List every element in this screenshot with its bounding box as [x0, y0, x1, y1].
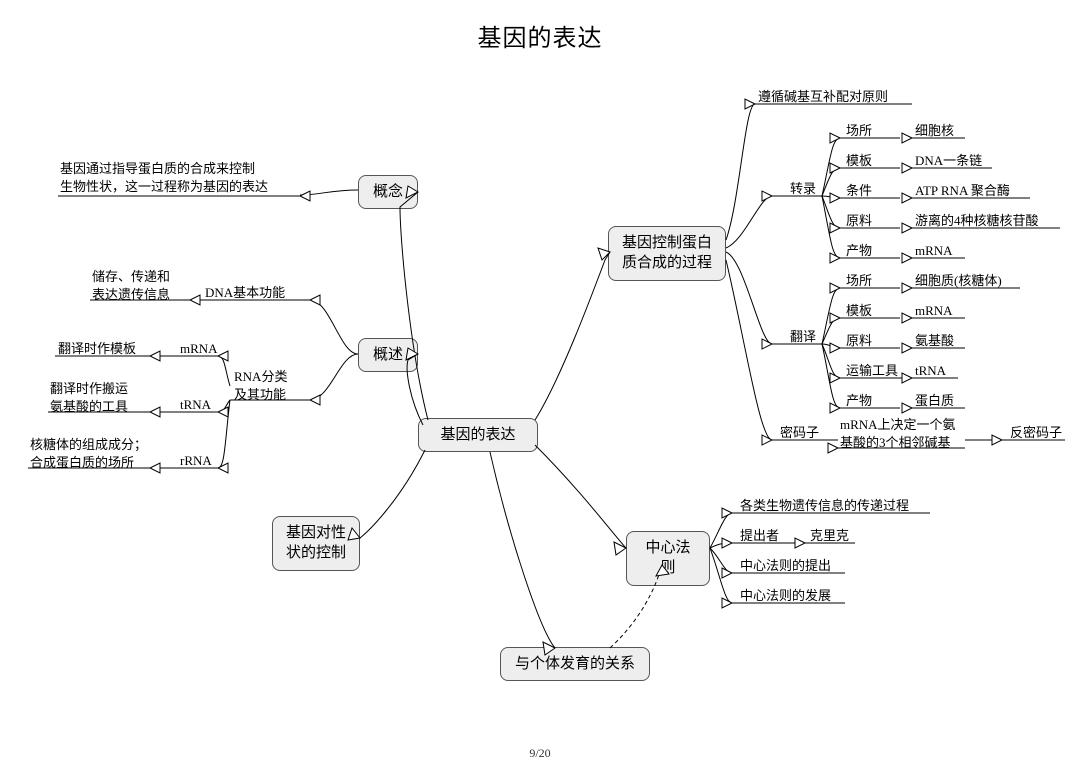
leaf-trans-label: 转录	[790, 180, 816, 198]
leaf-dogma-b-v: 克里克	[810, 527, 849, 545]
node-concept: 概念	[358, 175, 418, 209]
leaf-r-tool-v: tRNA	[915, 362, 946, 380]
leaf-t-site-l: 场所	[846, 122, 872, 140]
leaf-anticodon: 反密码子	[1010, 424, 1062, 442]
leaf-t-mat-l: 原料	[846, 212, 872, 230]
leaf-r-site-l: 场所	[846, 272, 872, 290]
leaf-trl-label: 翻译	[790, 328, 816, 346]
leaf-r-mat-v: 氨基酸	[915, 332, 954, 350]
leaf-r-mat-l: 原料	[846, 332, 872, 350]
leaf-r-prod-l: 产物	[846, 392, 872, 410]
leaf-t-mat-v: 游离的4种核糖核苷酸	[915, 212, 1039, 230]
leaf-dogma-a: 各类生物遗传信息的传递过程	[740, 497, 909, 515]
node-control: 基因对性 状的控制	[272, 516, 360, 571]
page-number: 9/20	[0, 746, 1080, 761]
leaf-t-tmpl-l: 模板	[846, 152, 872, 170]
leaf-rrna-label: rRNA	[180, 452, 212, 470]
node-process: 基因控制蛋白 质合成的过程	[608, 226, 726, 281]
leaf-codon-l: 密码子	[780, 424, 819, 442]
leaf-r-tmpl-l: 模板	[846, 302, 872, 320]
leaf-codon-v: mRNA上决定一个氨 基酸的3个相邻碱基	[840, 416, 956, 451]
leaf-t-tmpl-v: DNA一条链	[915, 152, 982, 170]
leaf-r-tmpl-v: mRNA	[915, 302, 953, 320]
leaf-dogma-d: 中心法则的发展	[740, 587, 831, 605]
leaf-t-cond-l: 条件	[846, 182, 872, 200]
node-develop: 与个体发育的关系	[500, 647, 650, 681]
leaf-mrna-label: mRNA	[180, 340, 218, 358]
leaf-t-site-v: 细胞核	[915, 122, 954, 140]
leaf-dna-func-val: 储存、传递和 表达遗传信息	[92, 268, 170, 303]
leaf-t-prod-v: mRNA	[915, 242, 953, 260]
node-overview: 概述	[358, 338, 418, 372]
leaf-dna-func-label: DNA基本功能	[205, 284, 285, 302]
leaf-concept-def: 基因通过指导蛋白质的合成来控制 生物性状，这一过程称为基因的表达	[60, 160, 268, 195]
leaf-trna-label: tRNA	[180, 396, 211, 414]
leaf-r-site-v: 细胞质(核糖体)	[915, 272, 1002, 290]
leaf-t-cond-v: ATP RNA 聚合酶	[915, 182, 1010, 200]
leaf-r-prod-v: 蛋白质	[915, 392, 954, 410]
leaf-dogma-c: 中心法则的提出	[740, 557, 831, 575]
leaf-dogma-b-l: 提出者	[740, 527, 779, 545]
leaf-trna-val: 翻译时作搬运 氨基酸的工具	[50, 380, 128, 415]
leaf-rrna-val: 核糖体的组成成分； 合成蛋白质的场所	[30, 436, 147, 471]
leaf-mrna-val: 翻译时作模板	[58, 340, 136, 358]
leaf-r-tool-l: 运输工具	[846, 362, 898, 380]
leaf-rna-group: RNA分类 及其功能	[234, 368, 287, 403]
page-title: 基因的表达	[0, 18, 1080, 53]
root-node: 基因的表达	[418, 418, 538, 452]
leaf-proc-rule: 遵循碱基互补配对原则	[758, 88, 888, 106]
node-dogma: 中心法则	[626, 531, 710, 586]
leaf-t-prod-l: 产物	[846, 242, 872, 260]
